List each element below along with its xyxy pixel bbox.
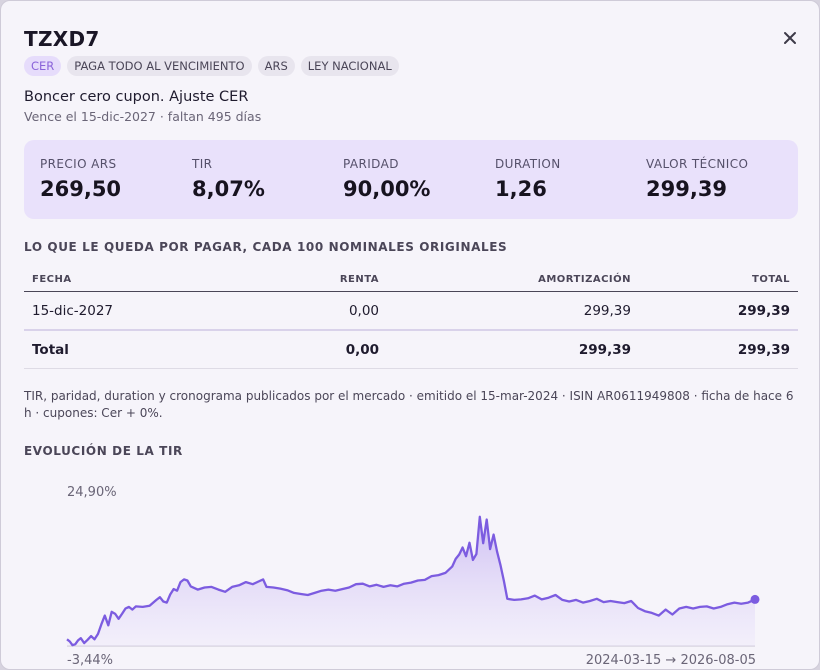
row-divider — [24, 329, 798, 331]
stat-value: 8,07% — [192, 177, 265, 201]
tag-currency: ARS — [257, 56, 295, 76]
table-bottom-divider — [24, 368, 798, 369]
tir-series-line — [66, 515, 756, 647]
tag-index: CER — [24, 56, 62, 76]
total-income: 0,00 — [345, 342, 379, 358]
column-header-total: TOTAL — [752, 274, 790, 285]
total-sum: 299,39 — [737, 342, 790, 358]
total-amortization: 299,39 — [578, 342, 631, 358]
stat-value: 269,50 — [40, 177, 122, 201]
stat-duration: DURATION 1,26 — [495, 157, 561, 201]
tir-area-chart — [66, 515, 760, 647]
tag-law: LEY NACIONAL — [300, 56, 399, 76]
bond-ticker: TZXD7 — [24, 27, 100, 51]
stat-label: PRECIO ARS — [40, 157, 117, 171]
stat-label: DURATION — [495, 157, 561, 171]
row-amortization: 299,39 — [583, 303, 631, 319]
column-header-date: FECHA — [32, 274, 72, 285]
stat-price: PRECIO ARS 269,50 — [40, 157, 121, 201]
stat-label: TIR — [192, 157, 213, 171]
stat-tir: TIR 8,07% — [192, 157, 265, 201]
row-total: 299,39 — [737, 303, 790, 319]
date-range-label: 2024-03-15 → 2026-08-05 — [585, 653, 756, 668]
chart-heading: EVOLUCIÓN DE LA TIR — [24, 444, 183, 458]
row-income: 0,00 — [348, 303, 379, 319]
column-header-income: RENTA — [339, 274, 379, 285]
total-label: Total — [32, 342, 69, 358]
stat-value: 90,00% — [343, 177, 431, 201]
y-max-label: 24,90% — [67, 485, 117, 500]
bond-description: Boncer cero cupon. Ajuste CER — [24, 89, 249, 105]
stat-label: PARIDAD — [343, 157, 399, 171]
stats-panel: PRECIO ARS 269,50 TIR 8,07% PARIDAD 90,0… — [24, 140, 798, 219]
stat-parity: PARIDAD 90,00% — [343, 157, 430, 201]
column-header-amortization: AMORTIZACIÓN — [538, 274, 631, 285]
stat-technical-value: VALOR TÉCNICO 299,39 — [646, 157, 748, 201]
tag-payment: PAGA TODO AL VENCIMIENTO — [67, 56, 252, 76]
header-divider — [24, 291, 798, 292]
y-min-label: -3,44% — [67, 653, 113, 668]
tir-chart: 24,90% -3,44% 2024-03-15 → 2026-08-05 — [24, 471, 798, 669]
tag-list: CER PAGA TODO AL VENCIMIENTO ARS LEY NAC… — [24, 56, 399, 76]
maturity-text: Vence el 15-dic-2027 · faltan 495 días — [24, 109, 262, 124]
schedule-heading: LO QUE LE QUEDA POR PAGAR, CADA 100 NOMI… — [24, 240, 508, 254]
stat-value: 299,39 — [646, 177, 728, 201]
row-date: 15-dic-2027 — [32, 303, 114, 319]
stat-label: VALOR TÉCNICO — [646, 157, 749, 171]
stat-value: 1,26 — [495, 177, 547, 201]
tir-area — [67, 516, 755, 646]
data-source-note: TIR, paridad, duration y cronograma publ… — [24, 389, 794, 420]
tir-last-point — [750, 594, 760, 604]
close-icon[interactable] — [781, 29, 799, 47]
